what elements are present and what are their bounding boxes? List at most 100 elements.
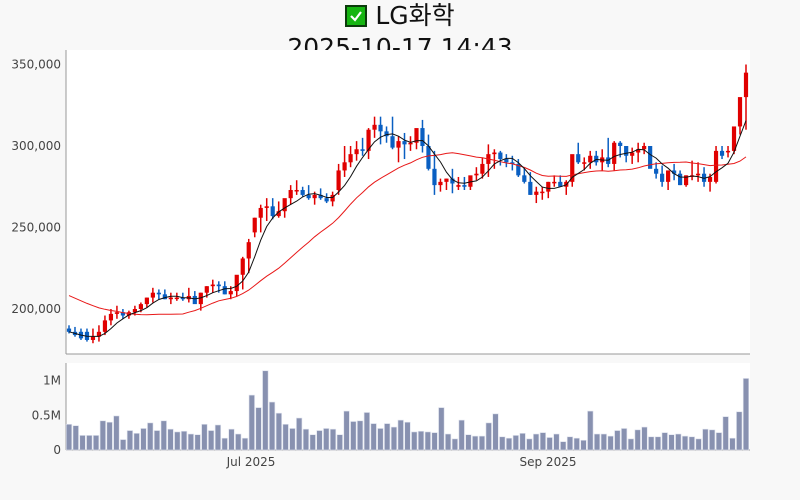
volume-bar (282, 423, 289, 451)
volume-bar (194, 434, 201, 451)
candle (402, 132, 407, 160)
candle (672, 163, 677, 181)
stock-name: LG화학 (375, 1, 455, 30)
volume-bar (560, 441, 567, 451)
candle (642, 142, 647, 155)
volume-bar (729, 437, 736, 451)
volume-bar (397, 419, 404, 451)
volume-bar (451, 438, 458, 451)
volume-bar (641, 426, 648, 451)
volume-bar (316, 430, 323, 451)
candle (480, 157, 485, 179)
candle (270, 198, 275, 220)
price-y-ticks: 200,000 250,000 300,000 350,000 (11, 58, 61, 317)
volume-bar (681, 435, 689, 451)
candle (743, 64, 749, 130)
volume-bar (695, 438, 702, 451)
candle (636, 142, 641, 163)
volume-bar (505, 437, 513, 451)
volume-bar (539, 432, 546, 451)
volume-bar (404, 421, 411, 451)
volume-bar (411, 431, 418, 451)
volume-bar (587, 410, 594, 451)
candle (534, 186, 539, 204)
volume-bar (593, 433, 601, 451)
volume-bar (526, 438, 533, 451)
volume-bar (269, 401, 276, 451)
volume-bar (309, 434, 316, 451)
volume-bar (377, 428, 384, 451)
candle (330, 191, 335, 207)
candle (240, 256, 245, 290)
candle (660, 165, 665, 187)
candle (90, 328, 96, 344)
candle (450, 168, 455, 194)
candle (114, 305, 120, 319)
volume-bar (343, 410, 350, 451)
candle (168, 292, 173, 305)
volume-bar (614, 430, 621, 451)
volume-bar (221, 437, 228, 451)
candle (468, 175, 473, 191)
candle (108, 309, 114, 326)
volume-bar (72, 425, 79, 451)
volume-bar (438, 407, 445, 451)
volume-bar (113, 415, 120, 451)
volume-bar (668, 434, 675, 451)
x-tick-label: Sep 2025 (520, 455, 577, 469)
candle (360, 137, 365, 156)
volume-bar (201, 423, 208, 451)
volume-bar (214, 424, 222, 451)
candle (96, 325, 102, 342)
volume-bar (120, 439, 127, 451)
candle (276, 201, 281, 218)
volume-bar (702, 428, 709, 451)
candle (258, 204, 263, 233)
volume-bar (675, 433, 682, 451)
candle (342, 146, 347, 177)
candle (222, 281, 227, 295)
candle (246, 238, 251, 274)
candle (372, 116, 377, 138)
volume-bar (634, 429, 641, 451)
volume-bar (519, 433, 526, 451)
candle (192, 291, 197, 305)
volume-bar (715, 432, 722, 451)
volume-bar (465, 434, 472, 451)
volume-bar (627, 438, 634, 451)
volume-bar (512, 435, 519, 451)
volume-y-ticks: 0 0.5M 1M (32, 374, 61, 458)
candle (300, 186, 305, 197)
volume-bar (255, 407, 262, 451)
volume-bar (147, 422, 154, 451)
candle (576, 142, 581, 164)
volume-bar (607, 435, 614, 451)
volume-bar (350, 421, 357, 451)
volume-bar (140, 428, 147, 451)
volume-bar (363, 412, 370, 451)
volume-bar (566, 436, 574, 451)
volume-bar (472, 435, 479, 451)
volume-bar (621, 428, 628, 451)
volume-bar (661, 432, 668, 451)
volume-bar (133, 433, 140, 451)
price-tick-label: 350,000 (11, 58, 61, 72)
candle (678, 170, 683, 186)
volume-bar (458, 419, 465, 451)
candle (102, 315, 108, 336)
candle (588, 150, 593, 169)
volume-tick-label: 0 (53, 443, 61, 457)
x-axis-ticks: Jul 2025 Sep 2025 (226, 455, 577, 469)
x-tick-label: Jul 2025 (226, 455, 276, 469)
volume-bar (174, 431, 181, 451)
candle (654, 162, 659, 179)
candle (719, 146, 725, 160)
candle (426, 134, 431, 171)
volume-bar (417, 430, 425, 451)
candle (624, 146, 629, 163)
candle (252, 217, 257, 238)
candle (366, 128, 371, 160)
volume-bar (167, 428, 174, 451)
volume-bar (289, 428, 296, 451)
candle (570, 154, 575, 187)
